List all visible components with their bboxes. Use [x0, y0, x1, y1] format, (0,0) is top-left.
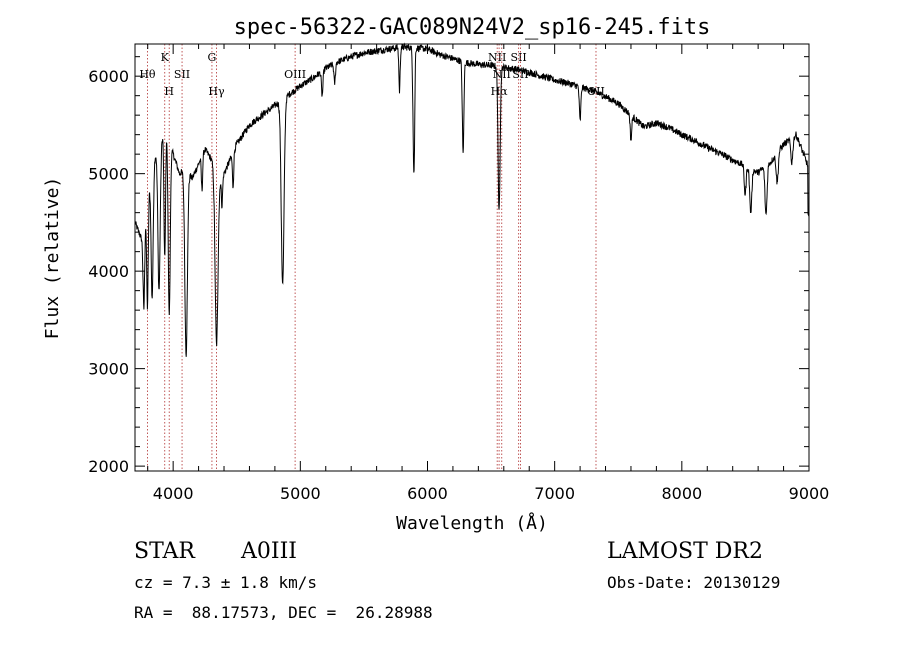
marker-label: NII — [488, 51, 506, 64]
x-tick-label: 8000 — [661, 484, 702, 503]
marker-label: SII — [174, 68, 190, 81]
spectrum-line — [134, 42, 810, 357]
marker-label: Hθ — [139, 68, 156, 81]
observation-date: Obs-Date: 20130129 — [607, 573, 781, 592]
marker-label: SII — [511, 51, 527, 64]
redshift-readout: cz = 7.3 ± 1.8 km/s — [134, 573, 318, 592]
x-tick-label: 6000 — [407, 484, 448, 503]
marker-label: H — [164, 85, 174, 98]
x-tick-label: 9000 — [789, 484, 830, 503]
y-tick-label: 3000 — [88, 360, 129, 379]
x-tick-label: 7000 — [534, 484, 575, 503]
x-tick-label: 5000 — [280, 484, 321, 503]
marker-label: OIII — [284, 68, 306, 81]
x-axis-label: Wavelength (Å) — [396, 512, 548, 534]
object-subclass: A0III — [241, 539, 297, 564]
object-class: STAR — [134, 539, 195, 564]
plot-frame — [134, 43, 810, 472]
marker-label: Hα — [491, 85, 509, 98]
axes: 4000 5000 6000 7000 8000 9000 2000 3000 4000 5000… — [88, 44, 829, 503]
y-tick-label: 2000 — [88, 457, 129, 476]
y-tick-label: 4000 — [88, 262, 129, 281]
coordinates-readout: RA = 88.17573, DEC = 26.28988 — [134, 603, 433, 622]
x-tick-label: 4000 — [153, 484, 194, 503]
marker-label: K — [161, 51, 170, 64]
survey-name: LAMOST DR2 — [607, 539, 763, 564]
y-axis-label: Flux (relative) — [42, 177, 63, 340]
y-tick-label: 5000 — [88, 165, 129, 184]
marker-label: Hγ — [208, 85, 225, 98]
y-tick-label: 6000 — [88, 67, 129, 86]
chart-title: spec-56322-GAC089N24V2_sp16-245.fits — [234, 15, 711, 40]
marker-label: G — [208, 51, 217, 64]
